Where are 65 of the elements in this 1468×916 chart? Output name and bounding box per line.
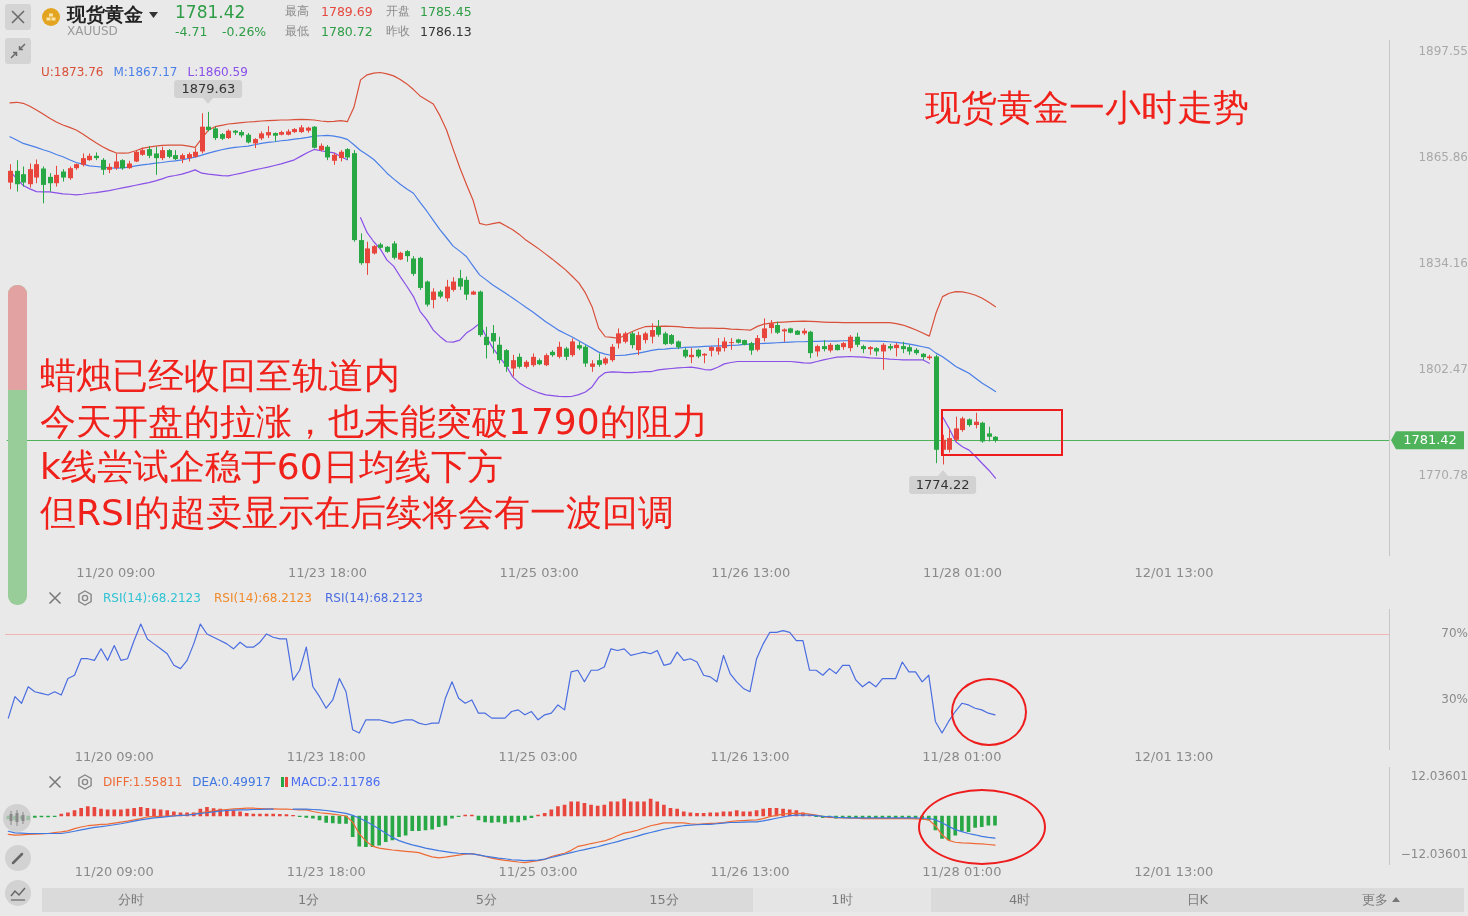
x-tick-label: 11/23 18:00	[287, 564, 368, 580]
text: RSI(14):68.2123	[325, 591, 423, 605]
text: 日K	[1186, 892, 1209, 907]
x-tick-label: 11/26 13:00	[710, 748, 790, 764]
annotation: 1879.63	[174, 79, 243, 98]
text: M:1867.17	[113, 65, 178, 79]
annotation: 1774.22	[908, 476, 977, 495]
chart-subtitle: XAUUSD	[67, 24, 118, 39]
annotation: k线尝试企稳于60日均线下方	[40, 445, 503, 489]
text: 1789.69	[321, 4, 373, 19]
text: DIFF:1.55811	[103, 775, 183, 789]
y-tick-label: 1865.86	[1418, 150, 1468, 165]
x-tick-label: 11/28 01:00	[922, 863, 1002, 879]
y-tick-label: 12.03601	[1410, 769, 1468, 784]
text: 1780.72	[321, 24, 373, 39]
x-tick-label: 11/25 03:00	[498, 748, 578, 764]
x-tick-label: 11/23 18:00	[286, 748, 366, 764]
x-tick-label: 12/01 13:00	[1134, 564, 1214, 580]
series-label: DEA:0.49917	[192, 775, 271, 789]
chart-title: 现货黄金	[67, 2, 143, 26]
x-tick-label: 12/01 13:00	[1134, 863, 1214, 879]
text: RSI(14):68.2123	[103, 591, 201, 605]
text: 昨收	[386, 24, 410, 39]
text: -0.26%	[222, 24, 267, 39]
y-tick-label: −12.03601	[1400, 847, 1468, 862]
annotation: 现货黄金一小时走势	[925, 86, 1249, 130]
y-tick-label: 1834.16	[1418, 256, 1468, 271]
x-tick-label: 11/20 09:00	[76, 564, 156, 580]
y-tick-label: 30%	[1441, 692, 1468, 707]
text: 分时	[117, 892, 144, 907]
y-tick-label: 1770.78	[1418, 468, 1468, 483]
text: 更多	[1362, 892, 1389, 907]
text: 5分	[475, 892, 498, 907]
y-tick-label: 1897.55	[1418, 44, 1468, 59]
x-tick-label: 11/20 09:00	[74, 863, 154, 879]
x-tick-label: 11/28 01:00	[922, 564, 1002, 580]
text: 1分	[297, 892, 320, 907]
legend-label: MACD:2.11786	[290, 775, 381, 789]
annotation: 蜡烛已经收回至轨道内	[40, 354, 400, 398]
x-tick-label: 11/26 13:00	[711, 564, 791, 580]
annotation: 今天开盘的拉涨，也未能突破1790的阻力	[40, 400, 708, 444]
text: 15分	[649, 892, 679, 907]
y-tick-label: 70%	[1441, 626, 1468, 641]
text: 开盘	[386, 4, 410, 19]
text: 1时	[831, 892, 853, 907]
text: 最低	[285, 24, 309, 39]
text: L:1860.59	[187, 65, 248, 79]
ref-line-label: 1781.42	[1403, 432, 1457, 448]
x-tick-label: 11/28 01:00	[922, 748, 1002, 764]
x-tick-label: 11/20 09:00	[74, 748, 154, 764]
text: 1781.42	[175, 2, 246, 23]
text: 1785.45	[420, 4, 472, 19]
x-tick-label: 11/26 13:00	[710, 863, 790, 879]
annotation: 但RSI的超卖显示在后续将会有一波回调	[40, 491, 675, 535]
text: 1786.13	[420, 24, 472, 39]
text: -4.71	[175, 24, 208, 39]
text: 4时	[1008, 892, 1031, 907]
text: 最高	[285, 4, 309, 19]
x-tick-label: 11/23 18:00	[286, 863, 366, 879]
text: RSI(14):68.2123	[214, 591, 312, 605]
x-tick-label: 12/01 13:00	[1134, 748, 1214, 764]
x-tick-label: 11/25 03:00	[498, 863, 578, 879]
y-tick-label: 1802.47	[1418, 362, 1468, 377]
text: U:1873.76	[41, 65, 104, 79]
x-tick-label: 11/25 03:00	[499, 564, 579, 580]
